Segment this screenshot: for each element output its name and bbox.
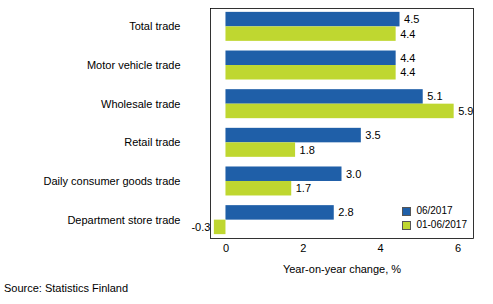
svg-text:-0.3: -0.3 bbox=[191, 221, 210, 233]
svg-text:4.4: 4.4 bbox=[400, 52, 415, 64]
html-text:01-06/2017: 01-06/2017 bbox=[416, 219, 467, 230]
svg-text:Wholesale trade: Wholesale trade bbox=[101, 98, 181, 110]
svg-text:Total trade: Total trade bbox=[129, 20, 180, 32]
svg-text:2.8: 2.8 bbox=[338, 206, 353, 218]
svg-text:4.4: 4.4 bbox=[400, 28, 415, 40]
svg-text:Motor vehicle trade: Motor vehicle trade bbox=[87, 59, 181, 71]
svg-text:Retail trade: Retail trade bbox=[124, 136, 180, 148]
svg-text:4: 4 bbox=[378, 242, 384, 254]
svg-text:Year-on-year change, %: Year-on-year change, % bbox=[283, 263, 401, 275]
svg-text:1.7: 1.7 bbox=[296, 182, 311, 194]
svg-text:4.5: 4.5 bbox=[404, 13, 419, 25]
svg-text:5.9: 5.9 bbox=[458, 105, 473, 117]
svg-text:0: 0 bbox=[223, 242, 229, 254]
svg-text:3.5: 3.5 bbox=[365, 129, 380, 141]
svg-text:4.4: 4.4 bbox=[400, 66, 415, 78]
html-text:06/2017: 06/2017 bbox=[416, 205, 453, 216]
svg-text:3.0: 3.0 bbox=[346, 168, 361, 180]
svg-text:Department store trade: Department store trade bbox=[67, 214, 180, 226]
svg-text:2: 2 bbox=[300, 242, 306, 254]
svg-text:Daily consumer goods trade: Daily consumer goods trade bbox=[44, 175, 181, 187]
svg-text:1.8: 1.8 bbox=[300, 144, 315, 156]
svg-text:6: 6 bbox=[455, 242, 461, 254]
svg-text:5.1: 5.1 bbox=[427, 90, 442, 102]
html-text:Source: Statistics Finland: Source: Statistics Finland bbox=[4, 282, 129, 294]
